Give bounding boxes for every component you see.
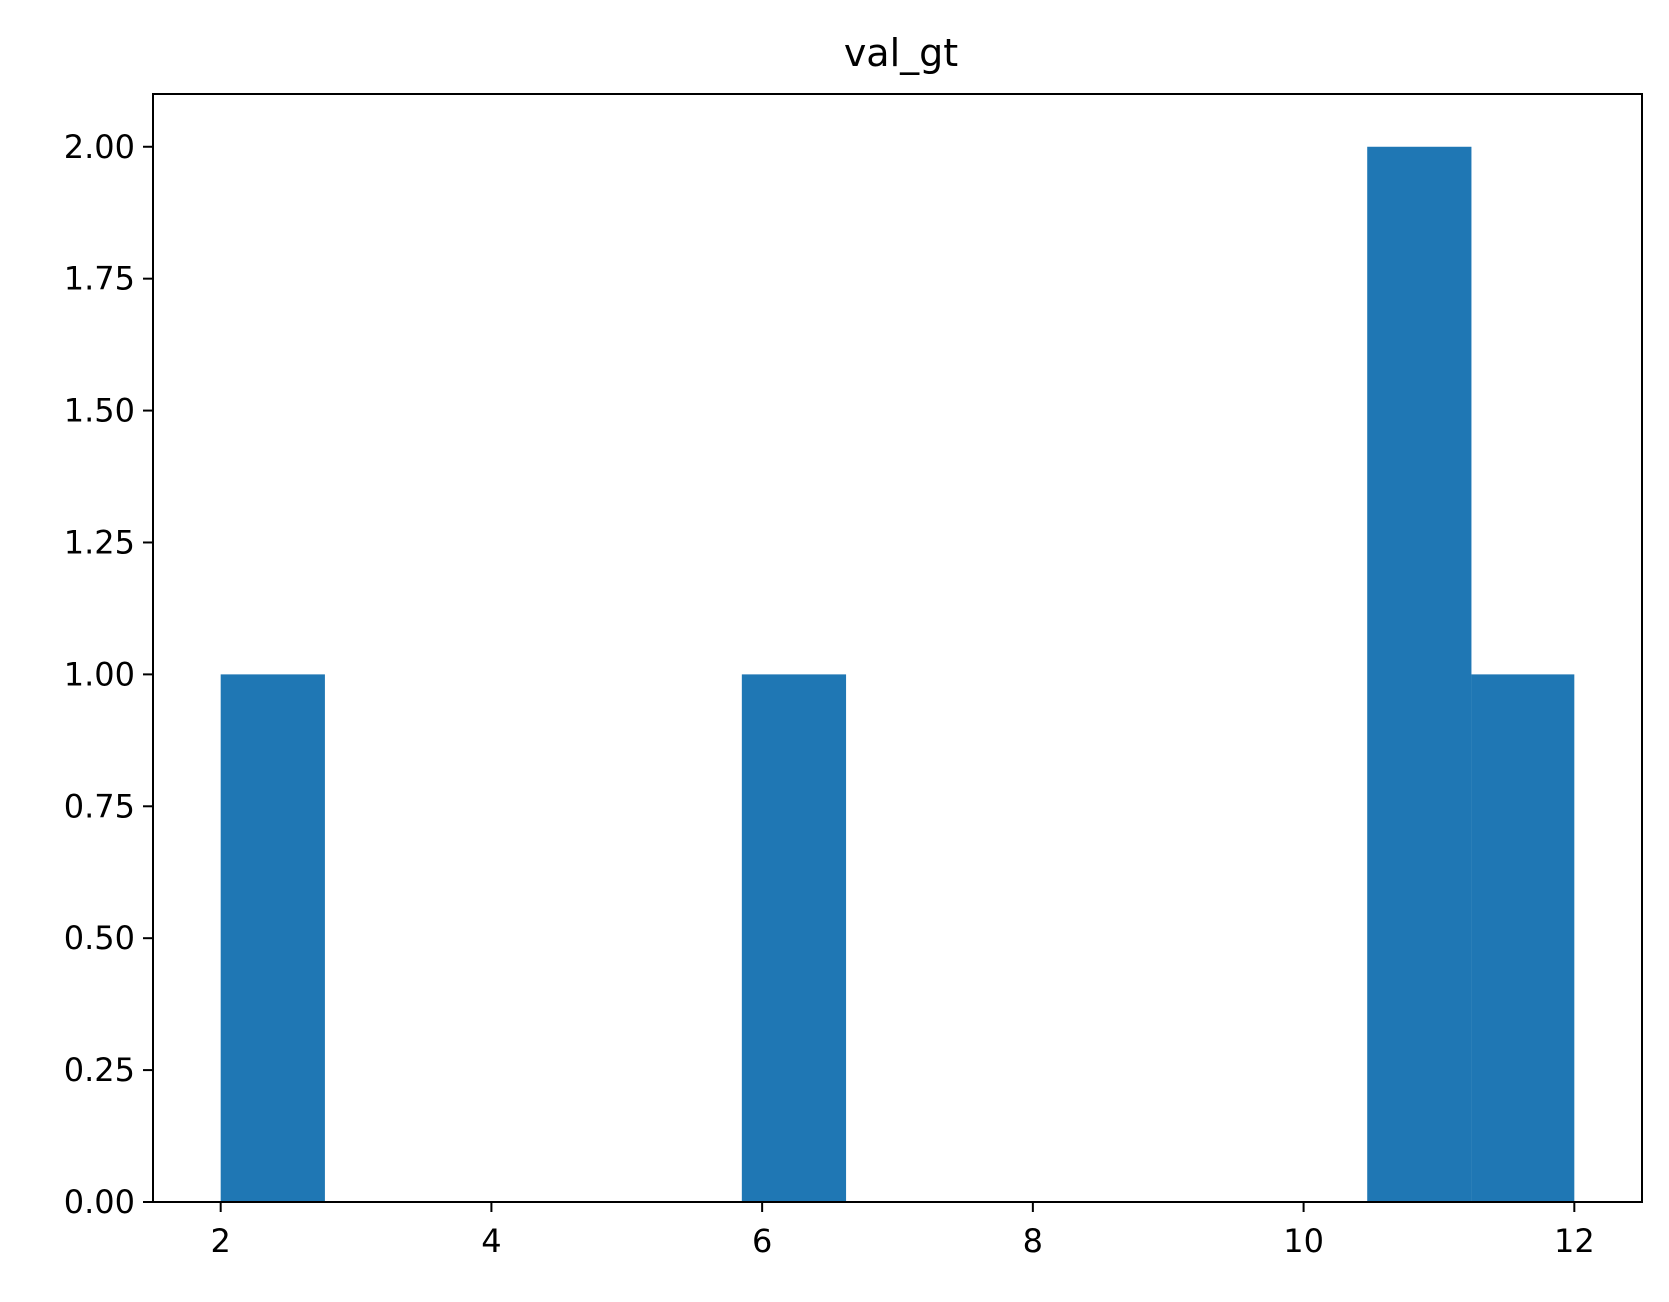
y-axis: 0.00 0.25 0.50 0.75 1.00 1.25 1.50 1.75 2.00 (64, 128, 153, 1221)
x-tick-label: 12 (1554, 1222, 1595, 1260)
histogram-bar (1367, 146, 1472, 1202)
y-tick-label: 0.00 (64, 1183, 135, 1221)
x-tick-label: 2 (211, 1222, 231, 1260)
bars-group (220, 146, 1575, 1202)
chart-title: val_gt (844, 31, 958, 75)
x-axis: 2 4 6 8 10 12 (211, 1202, 1595, 1260)
histogram-bar (741, 674, 847, 1202)
y-tick-label: 2.00 (64, 128, 135, 166)
x-tick-label: 10 (1283, 1222, 1324, 1260)
plot-frame (152, 93, 1643, 1203)
y-tick-label: 0.25 (64, 1051, 135, 1089)
x-tick-label: 8 (1023, 1222, 1043, 1260)
histogram-bar (1471, 674, 1575, 1202)
y-tick-label: 0.75 (64, 787, 135, 825)
histogram-bar (220, 674, 325, 1202)
y-tick-label: 1.00 (64, 655, 135, 693)
y-tick-label: 1.50 (64, 392, 135, 430)
x-tick-label: 4 (481, 1222, 501, 1260)
y-tick-label: 0.50 (64, 919, 135, 957)
y-tick-label: 1.75 (64, 260, 135, 298)
x-tick-label: 6 (752, 1222, 772, 1260)
y-tick-label: 1.25 (64, 523, 135, 561)
